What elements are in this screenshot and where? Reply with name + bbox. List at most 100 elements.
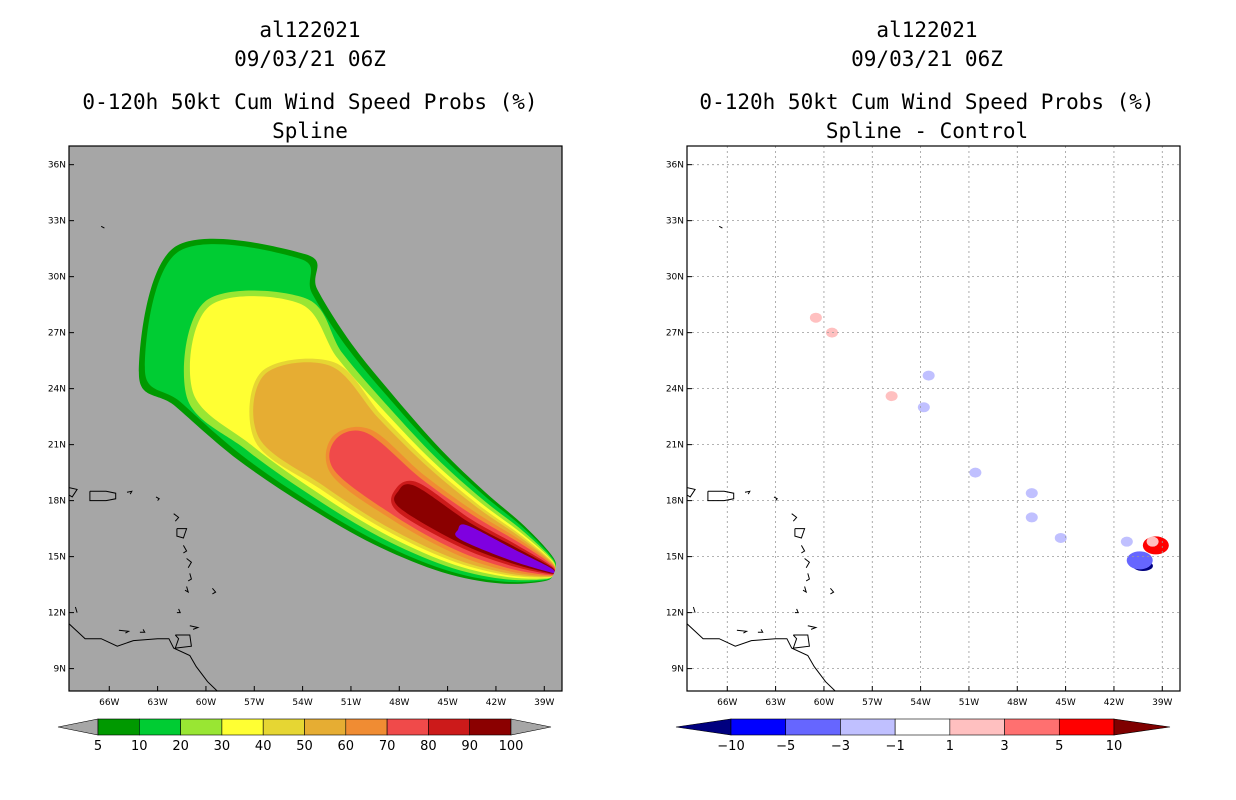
map-content: [687, 146, 1180, 691]
diff-feature: [969, 467, 982, 478]
coastline: [692, 606, 696, 613]
lat-tick-label: 12N: [666, 609, 684, 619]
colorbar-label: 60: [338, 739, 355, 754]
lon-tick-label: 60W: [196, 698, 216, 708]
coastline: [791, 513, 798, 522]
colorbar-over-arrow: [1113, 718, 1171, 736]
left-date: 09/03/21 06Z: [234, 47, 386, 71]
prob-contour-100: [455, 524, 555, 574]
lat-tick-label: 30N: [666, 273, 684, 283]
lon-tick-label: 63W: [765, 698, 785, 708]
coastline: [794, 608, 799, 614]
colorbar-label: 80: [420, 739, 437, 754]
lat-tick-label: 9N: [54, 665, 66, 675]
colorbar-label: 1: [946, 739, 954, 754]
lon-tick-label: 48W: [1007, 698, 1027, 708]
colorbar-box: [785, 718, 841, 736]
colorbar-box: [262, 718, 305, 736]
colorbar-box: [469, 718, 512, 736]
coastline: [744, 490, 751, 495]
colorbar-box: [97, 718, 140, 736]
colorbar-label: 30: [214, 739, 231, 754]
lon-tick-label: 45W: [437, 698, 457, 708]
coastline: [176, 608, 181, 614]
coastline: [187, 573, 192, 582]
left-variable: 0-120h 50kt Cum Wind Speed Probs (%): [82, 90, 538, 114]
lon-tick-label: 42W: [1104, 698, 1124, 708]
colorbar-under-arrow: [675, 718, 732, 736]
colorbar-box: [428, 718, 470, 736]
coastline: [794, 528, 806, 539]
left-label: Spline: [272, 119, 348, 143]
map-content: [69, 225, 557, 691]
colorbar-box: [894, 718, 951, 736]
colorbar-label: −10: [717, 739, 744, 754]
coastline: [687, 623, 836, 691]
coastline: [184, 586, 190, 594]
coastline: [212, 587, 217, 595]
diff-feature: [1054, 532, 1067, 543]
right-colorbar: −10 −5 −3 −1 1 3 5 10: [675, 718, 1171, 754]
coastline: [830, 587, 835, 595]
left-colorbar: 5 10 20 30 40 50 60 70 80 90 100: [57, 718, 552, 754]
right-variable: 0-120h 50kt Cum Wind Speed Probs (%): [699, 90, 1155, 114]
lon-tick-label: 39W: [1152, 698, 1172, 708]
colorbar-label: −5: [776, 739, 795, 754]
colorbar-label: 10: [1106, 739, 1123, 754]
lon-tick-label: 54W: [292, 698, 312, 708]
coastline: [176, 528, 188, 539]
diff-feature: [922, 370, 935, 381]
map-frame: [686, 145, 1181, 692]
coastline: [126, 490, 133, 495]
colorbar-box: [840, 718, 896, 736]
colorbar-under-arrow: [57, 718, 99, 736]
colorbar-label: 90: [461, 739, 478, 754]
colorbar-label: 5: [1055, 739, 1063, 754]
colorbar-box: [345, 718, 388, 736]
lon-tick-label: 63W: [147, 698, 167, 708]
lat-tick-label: 36N: [48, 161, 66, 171]
diff-feature: [1120, 536, 1133, 547]
lat-tick-label: 24N: [48, 385, 66, 395]
left-panel-title: al122021 09/03/21 06Z 0-120h 50kt Cum Wi…: [80, 16, 540, 146]
diff-feature: [917, 402, 930, 413]
coastline: [792, 634, 810, 649]
lat-tick-label: 18N: [666, 497, 684, 507]
lat-tick-label: 21N: [48, 441, 66, 451]
colorbar-over-arrow: [510, 718, 552, 736]
right-date: 09/03/21 06Z: [851, 47, 1003, 71]
coastline: [718, 225, 723, 229]
lat-tick-label: 21N: [666, 441, 684, 451]
diff-feature: [1146, 536, 1159, 547]
lon-tick-label: 57W: [862, 698, 882, 708]
coastline: [804, 558, 811, 569]
coastline: [687, 487, 696, 498]
colorbar-box: [139, 718, 181, 736]
coastline: [802, 586, 808, 594]
coastline: [118, 629, 131, 634]
diff-feature: [1025, 488, 1038, 499]
right-panel-title: al122021 09/03/21 06Z 0-120h 50kt Cum Wi…: [697, 16, 1157, 146]
right-storm-id: al122021: [876, 18, 978, 42]
lat-tick-label: 30N: [48, 273, 66, 283]
lon-tick-label: 66W: [99, 698, 119, 708]
diff-feature: [1025, 512, 1038, 523]
coastline: [707, 490, 735, 502]
coastline: [69, 623, 218, 691]
lat-tick-label: 33N: [666, 217, 684, 227]
lat-tick-label: 15N: [48, 553, 66, 563]
coastline: [189, 625, 200, 630]
lat-tick-label: 33N: [48, 217, 66, 227]
coastline: [155, 496, 160, 501]
map-frame: [68, 145, 563, 692]
lon-tick-label: 45W: [1055, 698, 1075, 708]
coastline: [757, 629, 764, 633]
lon-tick-label: 60W: [814, 698, 834, 708]
lon-tick-label: 57W: [244, 698, 264, 708]
left-storm-id: al122021: [259, 18, 361, 42]
right-map-panel: 66W 63W 60W 57W 54W 51W 48W 45W 42W 39W 36N 33N 30N 2…: [666, 145, 1181, 708]
lat-tick-label: 15N: [666, 553, 684, 563]
lon-tick-label: 39W: [534, 698, 554, 708]
colorbar-box: [221, 718, 264, 736]
coastline: [173, 513, 180, 522]
